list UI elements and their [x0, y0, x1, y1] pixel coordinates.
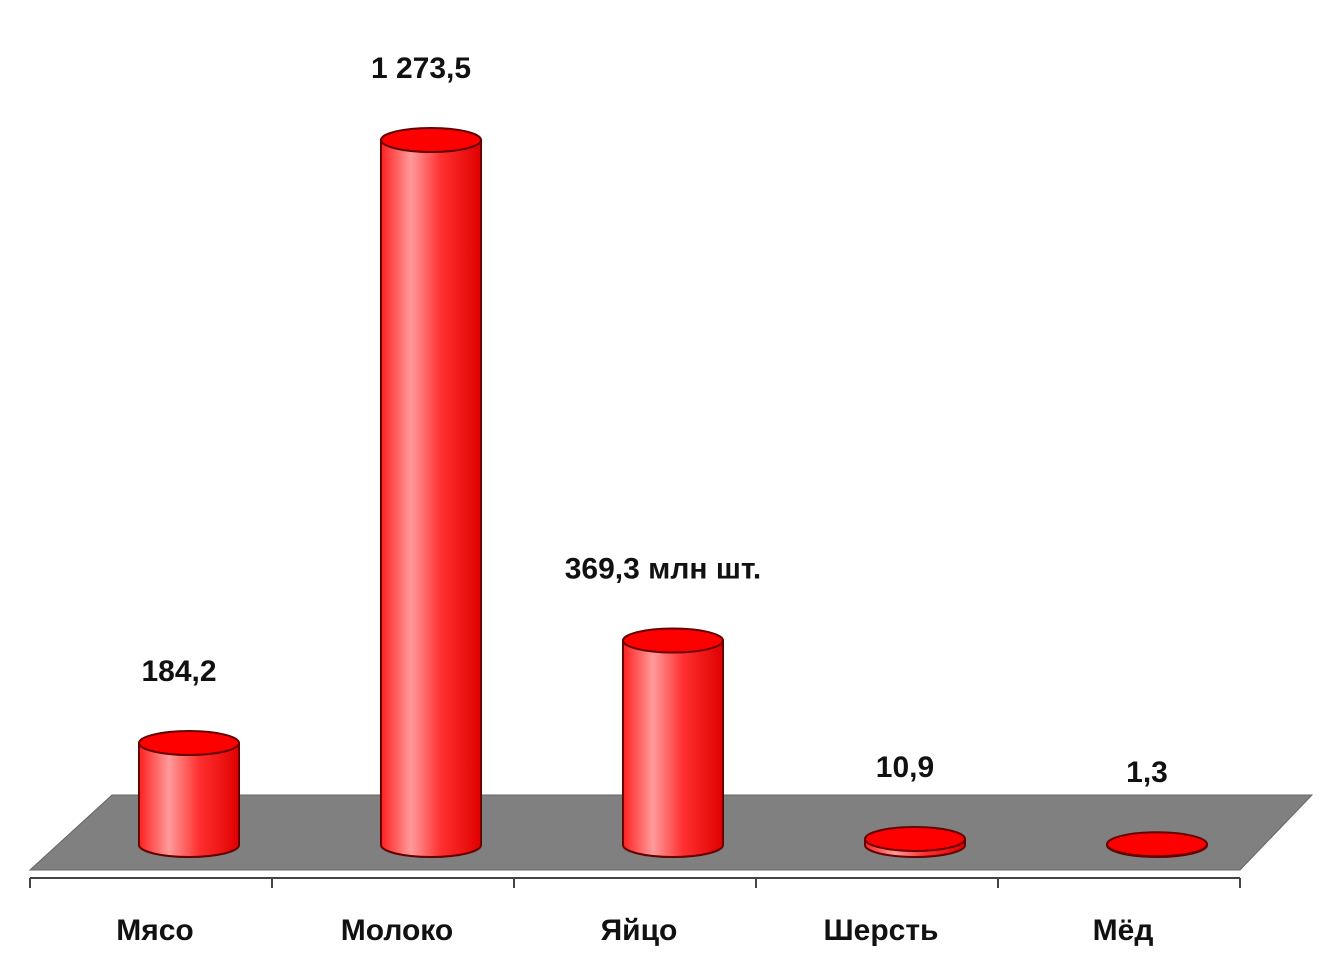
cylinder-body [622, 639, 724, 858]
x-tick-label: Мясо [116, 914, 194, 947]
bar [622, 627, 724, 858]
x-tick-label: Шерсть [824, 914, 939, 947]
plot-area: Мясо 184,2 Молоко 1 273,5 Яйцо 369,3 млн шт. Ш… [29, 52, 1241, 947]
x-tick-label: Молоко [341, 914, 454, 947]
cylinder-top [864, 825, 966, 852]
value-label: 184,2 [141, 655, 216, 688]
cylinder-top [622, 627, 724, 654]
bar [380, 127, 482, 858]
bar [1106, 831, 1208, 858]
value-label: 1 273,5 [371, 52, 471, 85]
bar [864, 825, 966, 858]
cylinder-top [380, 127, 482, 153]
x-tick-label: Мёд [1093, 914, 1154, 947]
bar [138, 730, 240, 858]
cylinder-top [138, 730, 240, 757]
cylinder-body [380, 139, 482, 858]
x-tick-label: Яйцо [601, 914, 678, 947]
cylinder-top [1106, 831, 1208, 858]
value-label: 10,9 [876, 751, 934, 784]
value-label: 1,3 [1126, 756, 1168, 789]
cylinder-body [138, 742, 240, 858]
value-label: 369,3 млн шт. [565, 552, 762, 585]
